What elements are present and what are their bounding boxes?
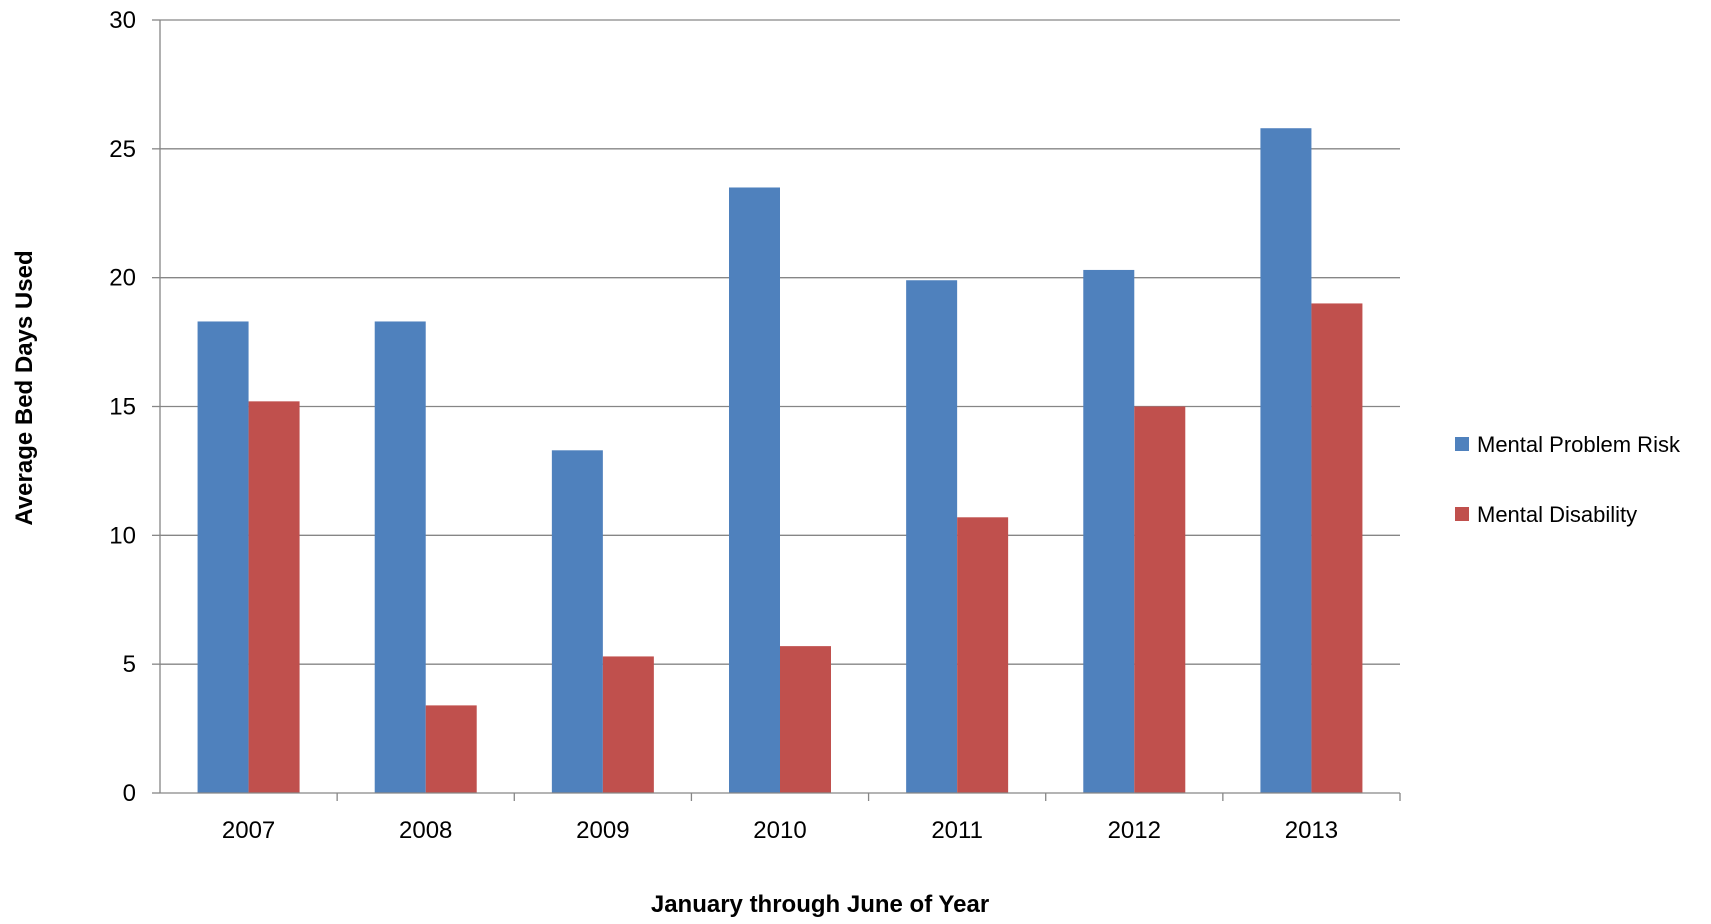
bar-mental-problem-risk-2009 [551,450,603,793]
legend-label-mental-disability: Mental Disability [1477,502,1637,527]
bar-mental-disability-2013 [1311,303,1363,793]
legend-swatch-mental-problem-risk [1455,437,1469,451]
bar-mental-disability-2012 [1134,406,1186,793]
x-tick-label-2008: 2008 [399,817,452,844]
y-tick-label-15: 15 [109,394,136,421]
bar-mental-problem-risk-2008 [374,321,426,793]
tick-labels: 0 5 10 15 20 25 30 2007 2008 2009 2010 2011 2012 2013 [109,7,1338,844]
bar-mental-disability-2009 [602,656,654,793]
legend-swatch-mental-disability [1455,507,1469,521]
axes [152,19,1401,801]
x-tick-label-2013: 2013 [1285,817,1338,844]
bar-mental-problem-risk-2010 [729,187,780,793]
y-tick-label-20: 20 [109,265,136,292]
x-tick-label-2011: 2011 [931,817,983,844]
bar-mental-problem-risk-2011 [906,280,958,793]
bar-mental-disability-2008 [425,705,477,793]
y-tick-label-0: 0 [123,780,136,807]
bar-mental-disability-2010 [780,646,831,793]
x-tick-label-2009: 2009 [576,817,629,844]
x-tick-label-2010: 2010 [753,817,806,844]
y-tick-label-25: 25 [109,136,136,163]
y-tick-label-5: 5 [123,651,136,678]
bar-mental-disability-2011 [957,517,1009,793]
bar-mental-problem-risk-2013 [1260,128,1312,794]
legend: Mental Problem Risk Mental Disability [1455,432,1681,527]
y-tick-label-30: 30 [109,7,136,34]
bar-mental-problem-risk-2007 [197,321,249,793]
bar-mental-disability-2007 [248,401,300,793]
legend-label-mental-problem-risk: Mental Problem Risk [1477,432,1681,457]
x-axis-title: January through June of Year [651,891,989,918]
x-tick-label-2012: 2012 [1108,817,1161,844]
bar-mental-problem-risk-2012 [1083,269,1135,794]
bars [197,128,1363,794]
x-tick-label-2007: 2007 [222,817,275,844]
y-axis-title: Average Bed Days Used [11,250,38,525]
y-tick-label-10: 10 [109,522,136,549]
